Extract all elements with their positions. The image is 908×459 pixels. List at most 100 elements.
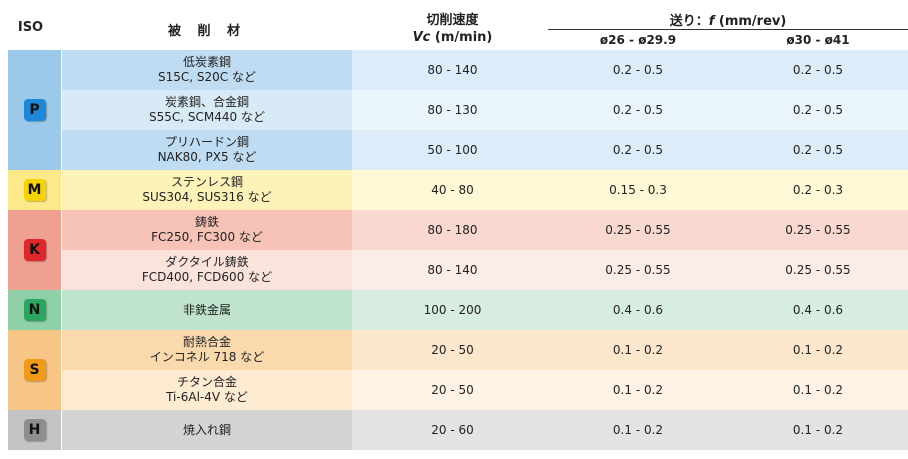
material-name: 炭素鋼、合金鋼 bbox=[164, 95, 249, 109]
cutting-speed-cell-value: 80 - 130 bbox=[427, 102, 478, 117]
feed-col1-cell: 0.4 - 0.6 bbox=[548, 290, 728, 330]
feed-col1-cell-value: 0.1 - 0.2 bbox=[612, 342, 664, 357]
material-name: 鋳鉄 bbox=[194, 215, 219, 229]
iso-badge-k: K bbox=[23, 239, 46, 261]
material-cell: チタン合金 Ti-6Al-4V など bbox=[62, 370, 352, 410]
feed-header: 送り：f (mm/rev) bbox=[548, 10, 908, 29]
feed-col2-cell-value: 0.2 - 0.5 bbox=[792, 142, 844, 157]
material-cell: 低炭素鋼 S15C, S20C など bbox=[62, 50, 352, 90]
material-cell: ダクタイル鋳鉄 FCD400, FCD600 など bbox=[62, 250, 352, 290]
feed-col2-cell-value: 0.1 - 0.2 bbox=[792, 342, 844, 357]
vc-unit: (m/min) bbox=[430, 30, 493, 45]
iso-badge-m: M bbox=[23, 179, 46, 201]
iso-group-s: S bbox=[8, 330, 61, 410]
feed-col2-cell: 0.2 - 0.5 bbox=[728, 130, 908, 170]
table-row: 炭素鋼、合金鋼 S55C, SCM440 など 80 - 130 0.2 - 0.5 0… bbox=[62, 90, 908, 130]
material-name: 焼入れ鋼 bbox=[182, 422, 231, 437]
material-name: プリハードン鋼 bbox=[164, 135, 249, 149]
feed-col2-header: ø30 - ø41 bbox=[786, 33, 850, 47]
material-cell: 焼入れ鋼 bbox=[62, 410, 352, 450]
material-cell: 炭素鋼、合金鋼 S55C, SCM440 など bbox=[62, 90, 352, 130]
feed-col2-cell-value: 0.25 - 0.55 bbox=[785, 262, 851, 277]
feed-col2-cell: 0.4 - 0.6 bbox=[728, 290, 908, 330]
feed-unit: (mm/rev) bbox=[714, 14, 787, 29]
feed-symbol: f bbox=[708, 14, 715, 29]
material-grades: インコネル 718 など bbox=[149, 350, 265, 364]
material-grades: FCD400, FCD600 など bbox=[141, 270, 273, 284]
feed-col2-cell: 0.2 - 0.5 bbox=[728, 90, 908, 130]
feed-col1-cell: 0.15 - 0.3 bbox=[548, 170, 728, 210]
feed-col2-cell: 0.1 - 0.2 bbox=[728, 410, 908, 450]
material-cell: 鋳鉄 FC250, FC300 など bbox=[62, 210, 352, 250]
feed-col2-cell-value: 0.2 - 0.5 bbox=[792, 62, 844, 77]
iso-badge-h: H bbox=[23, 419, 46, 441]
table-row: 非鉄金属 100 - 200 0.4 - 0.6 0.4 - 0.6 bbox=[62, 290, 908, 330]
material-grades: S15C, S20C など bbox=[158, 70, 256, 84]
feed-col2-cell-value: 0.2 - 0.5 bbox=[792, 102, 844, 117]
iso-group-n: N bbox=[8, 290, 61, 330]
cutting-speed-cell-value: 20 - 50 bbox=[431, 382, 474, 397]
cutting-speed-cell: 20 - 50 bbox=[360, 370, 545, 410]
feed-col1-cell-value: 0.2 - 0.5 bbox=[612, 142, 664, 157]
iso-group-m: M bbox=[8, 170, 61, 210]
cutting-speed-cell-value: 40 - 80 bbox=[431, 182, 474, 197]
cutting-speed-cell: 80 - 140 bbox=[360, 50, 545, 90]
cutting-speed-cell-value: 80 - 140 bbox=[427, 262, 478, 277]
table-row: 焼入れ鋼 20 - 60 0.1 - 0.2 0.1 - 0.2 bbox=[62, 410, 908, 450]
feed-col1-cell-value: 0.1 - 0.2 bbox=[612, 382, 664, 397]
feed-col2-cell-value: 0.1 - 0.2 bbox=[792, 422, 844, 437]
cutting-speed-cell: 80 - 130 bbox=[360, 90, 545, 130]
iso-badge-s: S bbox=[23, 359, 46, 381]
material-name: ダクタイル鋳鉄 bbox=[165, 255, 249, 269]
material-name: チタン合金 bbox=[176, 375, 237, 389]
material-cell: 耐熱合金 インコネル 718 など bbox=[62, 330, 352, 370]
iso-group-h: H bbox=[8, 410, 61, 450]
table-row: 耐熱合金 インコネル 718 など 20 - 50 0.1 - 0.2 0.1 - 0.… bbox=[62, 330, 908, 370]
cutting-speed-cell-value: 20 - 60 bbox=[431, 422, 474, 437]
table-row: 鋳鉄 FC250, FC300 など 80 - 180 0.25 - 0.55 0.25… bbox=[62, 210, 908, 250]
material-cell: ステンレス鋼 SUS304, SUS316 など bbox=[62, 170, 352, 210]
feed-col1-cell-value: 0.4 - 0.6 bbox=[612, 302, 664, 317]
cutting-speed-cell: 100 - 200 bbox=[360, 290, 545, 330]
material-grades: SUS304, SUS316 など bbox=[142, 190, 272, 204]
iso-badge-n: N bbox=[23, 299, 46, 321]
material-name: 低炭素鋼 bbox=[182, 55, 231, 69]
cutting-speed-cell: 20 - 50 bbox=[360, 330, 545, 370]
material-grades: Ti-6Al-4V など bbox=[166, 390, 248, 404]
table-row: 低炭素鋼 S15C, S20C など 80 - 140 0.2 - 0.5 0.2 - … bbox=[62, 50, 908, 90]
feed-col2-cell: 0.1 - 0.2 bbox=[728, 370, 908, 410]
material-header: 被 削 材 bbox=[167, 24, 247, 39]
material-cell: 非鉄金属 bbox=[62, 290, 352, 330]
cutting-speed-cell: 20 - 60 bbox=[360, 410, 545, 450]
feed-col2-cell: 0.2 - 0.5 bbox=[728, 50, 908, 90]
feed-title: 送り： bbox=[669, 14, 709, 29]
cutting-speed-cell-value: 20 - 50 bbox=[431, 342, 474, 357]
material-name: 非鉄金属 bbox=[182, 302, 231, 317]
feed-col2-cell-value: 0.1 - 0.2 bbox=[792, 382, 844, 397]
feed-col1-cell-value: 0.15 - 0.3 bbox=[609, 182, 667, 197]
feed-col1-cell: 0.1 - 0.2 bbox=[548, 370, 728, 410]
feed-header-divider bbox=[548, 29, 908, 30]
feed-col2-cell: 0.25 - 0.55 bbox=[728, 250, 908, 290]
feed-col1-cell: 0.1 - 0.2 bbox=[548, 330, 728, 370]
table-header: ISO 被 削 材 切削速度 Vc (m/min) 送り：f (mm/rev) … bbox=[0, 0, 908, 50]
table-row: プリハードン鋼 NAK80, PX5 など 50 - 100 0.2 - 0.5 0.2… bbox=[62, 130, 908, 170]
material-name: 耐熱合金 bbox=[182, 335, 231, 349]
feed-col2-cell: 0.2 - 0.3 bbox=[728, 170, 908, 210]
feed-col1-cell: 0.25 - 0.55 bbox=[548, 210, 728, 250]
cutting-speed-cell: 50 - 100 bbox=[360, 130, 545, 170]
cutting-speed-cell-value: 80 - 180 bbox=[427, 222, 478, 237]
table-row: チタン合金 Ti-6Al-4V など 20 - 50 0.1 - 0.2 0.1 - 0… bbox=[62, 370, 908, 410]
feed-col1-cell-value: 0.1 - 0.2 bbox=[612, 422, 664, 437]
feed-col2-cell-value: 0.25 - 0.55 bbox=[785, 222, 851, 237]
feed-col1-cell: 0.25 - 0.55 bbox=[548, 250, 728, 290]
material-grades: FC250, FC300 など bbox=[151, 230, 263, 244]
iso-group-p: P bbox=[8, 50, 61, 170]
material-cell: プリハードン鋼 NAK80, PX5 など bbox=[62, 130, 352, 170]
feed-col1-cell: 0.2 - 0.5 bbox=[548, 90, 728, 130]
feed-col2-cell: 0.1 - 0.2 bbox=[728, 330, 908, 370]
feed-col1-cell-value: 0.25 - 0.55 bbox=[605, 262, 671, 277]
vc-symbol: Vc bbox=[412, 30, 431, 45]
table-row: ステンレス鋼 SUS304, SUS316 など 40 - 80 0.15 - 0.3… bbox=[62, 170, 908, 210]
